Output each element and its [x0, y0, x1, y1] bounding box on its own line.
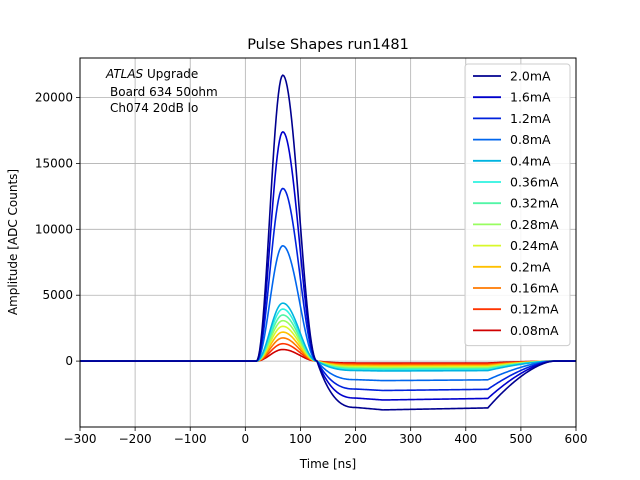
legend-label: 0.16mA	[510, 281, 559, 296]
x-axis-label: Time [ns]	[299, 457, 356, 471]
atlas-label: ATLAS	[106, 67, 144, 81]
legend-label: 1.6mA	[510, 90, 551, 105]
x-tick-label: 300	[399, 432, 422, 446]
legend-label: 0.08mA	[510, 323, 559, 338]
x-tick-label: −200	[119, 432, 152, 446]
legend-label: 1.2mA	[510, 111, 551, 126]
y-tick-label: 15000	[35, 156, 73, 170]
legend-label: 0.4mA	[510, 153, 551, 168]
legend-label: 0.24mA	[510, 238, 559, 253]
x-tick-label: −300	[64, 432, 97, 446]
x-tick-label: 200	[344, 432, 367, 446]
x-tick-label: 400	[454, 432, 477, 446]
y-axis-ticks: 0 5000 10000 15000 20000	[35, 91, 80, 368]
atlas-annotation-line1: ATLAS Upgrade	[106, 67, 198, 82]
series-line-2p0mA	[80, 74, 576, 411]
legend-label: 0.8mA	[510, 132, 551, 147]
x-tick-label: −100	[174, 432, 207, 446]
x-tick-label: 100	[289, 432, 312, 446]
legend-label: 0.12mA	[510, 302, 559, 317]
x-tick-label: 500	[509, 432, 532, 446]
channel-annotation: Ch074 20dB lo	[110, 101, 199, 115]
y-axis-label: Amplitude [ADC Counts]	[6, 169, 20, 315]
legend: 2.0mA 1.6mA 1.2mA 0.8mA 0.4mA 0.36mA 0.32mA 0.2…	[464, 63, 571, 347]
legend-label: 2.0mA	[510, 69, 551, 84]
upgrade-label: Upgrade	[143, 67, 199, 81]
legend-label: 0.28mA	[510, 217, 559, 232]
legend-label: 0.36mA	[510, 175, 559, 190]
x-tick-label: 0	[242, 432, 250, 446]
x-axis-ticks: −300 −200 −100 0 100 200 300 400 500 600	[64, 427, 588, 446]
legend-label: 0.2mA	[510, 259, 551, 274]
plot-frame	[79, 57, 577, 428]
legend-label: 0.32mA	[510, 196, 559, 211]
x-tick-label: 600	[565, 432, 588, 446]
legend-box	[464, 63, 571, 347]
y-tick-label: 0	[65, 354, 73, 368]
y-tick-label: 20000	[35, 91, 73, 105]
y-tick-label: 10000	[35, 222, 73, 236]
chart-title: Pulse Shapes run1481	[247, 37, 409, 53]
series-lines	[80, 74, 576, 411]
board-annotation: Board 634 50ohm	[110, 85, 218, 99]
y-tick-label: 5000	[42, 288, 73, 302]
